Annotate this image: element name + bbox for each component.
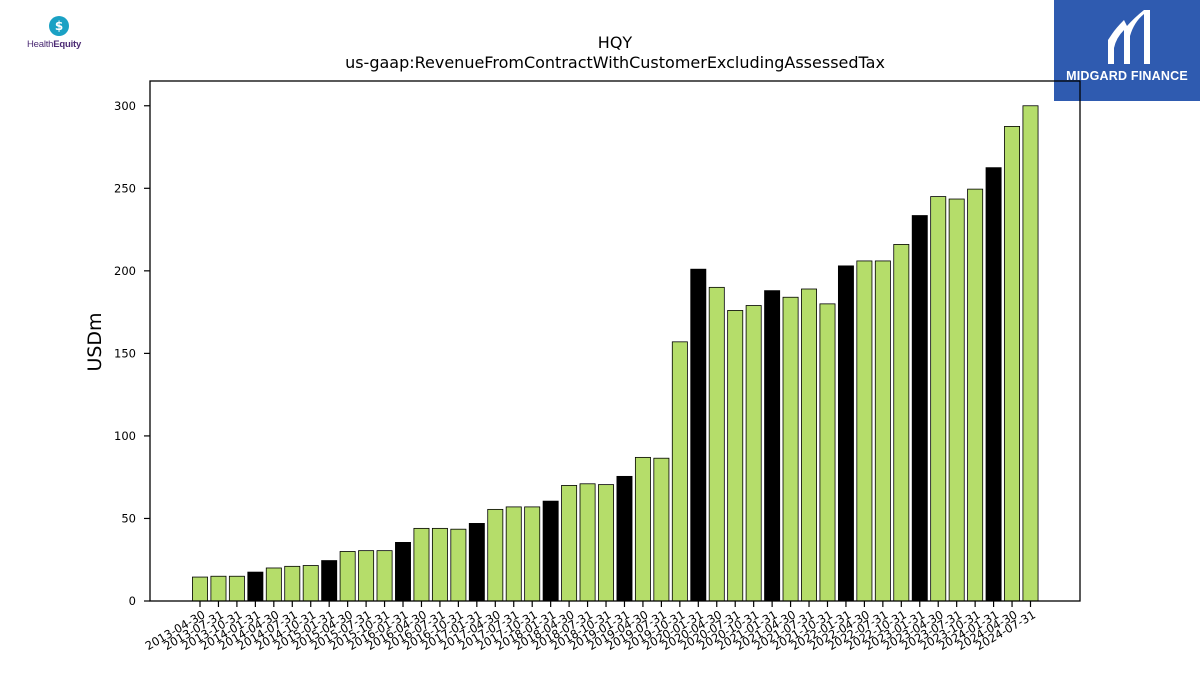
bar-2022-07-31	[874, 260, 891, 602]
bar-2023-07-31	[948, 198, 965, 602]
bar-2013-10-31	[228, 575, 245, 602]
bar-2015-10-31	[376, 550, 393, 602]
y-tick-label: 200	[114, 264, 136, 278]
bar-2023-01-31	[911, 215, 928, 602]
bar-2024-04-30	[1004, 126, 1021, 602]
bar-2018-07-31	[579, 483, 596, 602]
midgard-finance-logo: MIDGARD FINANCE	[1054, 0, 1200, 101]
bar-2015-07-31	[358, 550, 375, 602]
bar-2017-10-31	[524, 506, 541, 602]
y-tick-label: 100	[114, 429, 136, 443]
bar-2023-10-31	[967, 188, 984, 602]
bar-2016-01-31	[395, 542, 411, 602]
bar-2021-07-31	[801, 288, 817, 602]
bar-2022-01-31	[837, 265, 854, 602]
bar-2018-10-31	[598, 484, 614, 602]
y-tick-label: 300	[114, 99, 136, 113]
bar-2020-07-31	[727, 310, 744, 602]
bar-2015-04-30	[339, 551, 356, 602]
bar-series	[192, 105, 1039, 602]
midgard-brand-text: MIDGARD FINANCE	[1066, 69, 1188, 83]
bar-2019-07-31	[653, 457, 670, 602]
bar-2021-01-31	[764, 290, 781, 602]
bar-2018-04-30	[561, 485, 578, 602]
y-axis-ticks: 0 50 100 150 200 250 300	[114, 99, 150, 608]
y-tick-label: 150	[114, 346, 136, 360]
bar-2019-04-30	[634, 456, 651, 602]
y-axis-label: USDm	[84, 312, 106, 371]
y-tick-label: 250	[114, 181, 136, 195]
healthequity-wordmark: HealthEquity	[27, 39, 81, 50]
bar-2021-10-31	[819, 303, 836, 602]
bar-2024-01-31	[985, 167, 1002, 602]
bar-2013-07-31	[210, 575, 227, 602]
bar-2013-04-30	[192, 576, 208, 602]
bar-2014-01-31	[247, 571, 264, 602]
bar-2014-04-30	[265, 567, 282, 602]
chart-title: HQY	[598, 33, 633, 52]
bar-2016-04-30	[413, 527, 430, 602]
bar-2016-07-31	[431, 527, 448, 602]
dollar-icon: $	[49, 16, 69, 36]
bar-2024-07-31	[1022, 105, 1039, 602]
bar-2022-10-31	[893, 244, 910, 602]
bar-2015-01-31	[321, 560, 338, 602]
bar-2014-10-31	[302, 565, 319, 602]
wordmark-prefix: Health	[27, 39, 54, 50]
chart-subtitle: us-gaap:RevenueFromContractWithCustomerE…	[345, 53, 885, 72]
bar-2023-04-30	[930, 196, 947, 602]
bar-2014-07-31	[284, 565, 301, 602]
healthequity-logo: $ HealthEquity	[24, 14, 98, 54]
plot-frame	[149, 80, 1081, 602]
bar-2021-04-30	[782, 296, 799, 602]
bar-2020-10-31	[745, 305, 762, 602]
bar-2019-01-31	[616, 475, 633, 602]
y-tick-label: 0	[129, 594, 136, 608]
bar-2017-07-31	[505, 506, 522, 602]
bar-2020-01-31	[690, 268, 707, 602]
wordmark-bold: Equity	[53, 39, 82, 50]
y-tick-label: 50	[121, 511, 136, 525]
bar-2017-01-31	[468, 523, 485, 602]
midgard-mark-icon	[1108, 10, 1150, 64]
bar-2016-10-31	[450, 528, 467, 602]
bar-2022-04-30	[856, 260, 873, 602]
x-axis-ticks: 2013-04-302013-07-312013-10-312014-01-31…	[143, 601, 1038, 653]
bar-2017-04-30	[487, 508, 504, 602]
bar-2018-01-31	[542, 500, 559, 602]
bar-2020-04-30	[708, 286, 725, 602]
bar-2019-10-31	[671, 341, 688, 602]
